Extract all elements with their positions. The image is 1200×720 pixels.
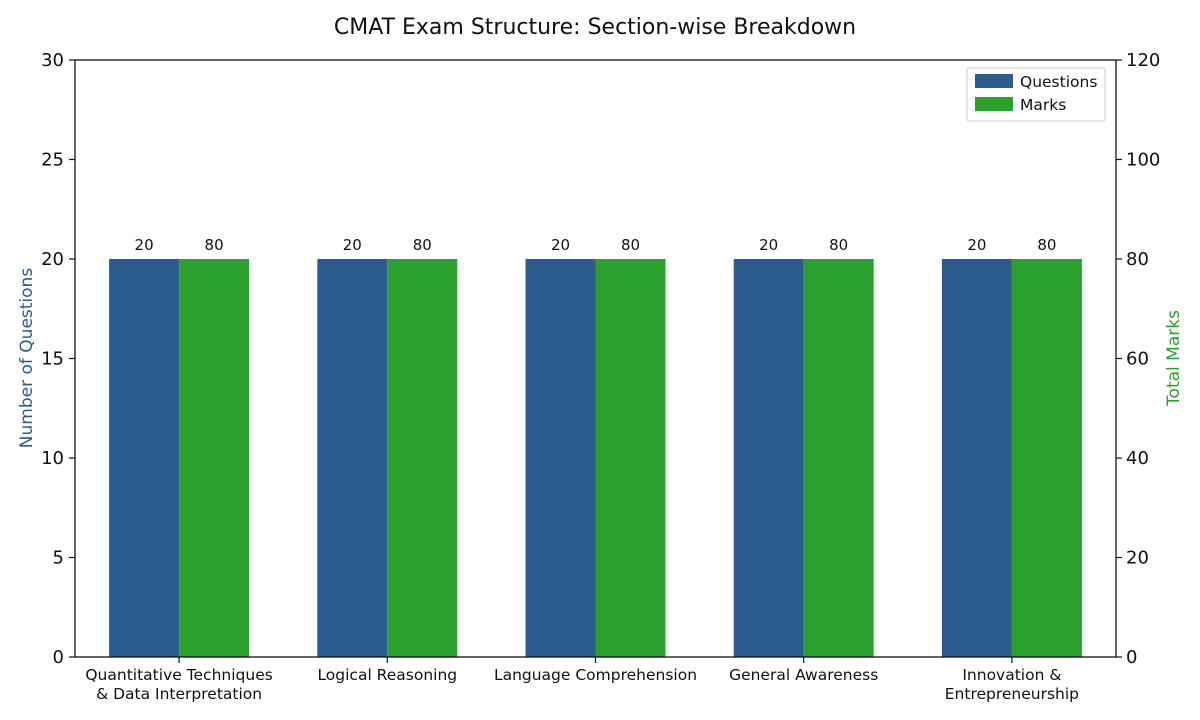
data-label-marks-1: 80 [413, 236, 432, 254]
x-tick-label: Language Comprehension [494, 666, 697, 684]
x-tick-label: Quantitative Techniques [85, 666, 272, 684]
bar-questions-2 [525, 259, 596, 657]
chart-title: CMAT Exam Structure: Section-wise Breakd… [334, 15, 856, 40]
bar-questions-3 [733, 259, 804, 657]
y-tick-label-left: 15 [41, 349, 64, 370]
y-tick-label-right: 60 [1126, 349, 1149, 370]
x-tick-label: Innovation & [962, 666, 1061, 684]
data-labels-layer: 20 80 20 80 20 80 20 80 20 80 [135, 236, 1057, 254]
y-tick-label-left: 10 [41, 448, 64, 469]
y-tick-label-right: 120 [1126, 50, 1160, 71]
legend-swatch-questions [975, 74, 1013, 88]
data-label-questions-3: 20 [759, 236, 778, 254]
bar-marks-2 [595, 259, 666, 657]
y-tick-label-right: 80 [1126, 249, 1149, 270]
y-tick-label-left: 0 [53, 647, 64, 668]
right-y-axis: 0 20 40 60 80 100 120 [1116, 50, 1160, 668]
data-label-questions-0: 20 [135, 236, 154, 254]
y-tick-label-right: 0 [1126, 647, 1137, 668]
x-tick-label: Entrepreneurship [945, 685, 1079, 703]
data-label-questions-1: 20 [343, 236, 362, 254]
y-axis-title-right: Total Marks [1164, 310, 1184, 407]
y-tick-label-right: 20 [1126, 548, 1149, 569]
data-label-marks-2: 80 [621, 236, 640, 254]
legend: Questions Marks [966, 67, 1106, 122]
data-label-marks-4: 80 [1037, 236, 1056, 254]
legend-label-questions: Questions [1020, 73, 1097, 91]
data-label-marks-0: 80 [205, 236, 224, 254]
bar-questions-4 [941, 259, 1012, 657]
x-tick-label: General Awareness [729, 666, 878, 684]
bar-marks-3 [803, 259, 874, 657]
y-tick-label-right: 100 [1126, 150, 1160, 171]
data-label-questions-4: 20 [967, 236, 986, 254]
bar-marks-4 [1011, 259, 1082, 657]
y-tick-label-left: 5 [53, 548, 64, 569]
legend-label-marks: Marks [1020, 96, 1066, 114]
data-label-questions-2: 20 [551, 236, 570, 254]
x-tick-label: Logical Reasoning [317, 666, 457, 684]
x-tick-label: & Data Interpretation [96, 685, 262, 703]
bar-questions-0 [109, 259, 180, 657]
y-tick-label-right: 40 [1126, 448, 1149, 469]
legend-swatch-marks [975, 97, 1013, 111]
y-tick-label-left: 30 [41, 50, 64, 71]
left-y-axis: 0 5 10 15 20 25 30 [41, 50, 75, 668]
bars-layer [109, 259, 1082, 657]
bar-marks-0 [179, 259, 250, 657]
bar-questions-1 [317, 259, 388, 657]
y-axis-title-left: Number of Questions [17, 268, 37, 449]
data-label-marks-3: 80 [829, 236, 848, 254]
x-axis: Quantitative Techniques& Data Interpreta… [85, 657, 1079, 703]
y-tick-label-left: 20 [41, 249, 64, 270]
bar-marks-1 [387, 259, 458, 657]
y-tick-label-left: 25 [41, 150, 64, 171]
